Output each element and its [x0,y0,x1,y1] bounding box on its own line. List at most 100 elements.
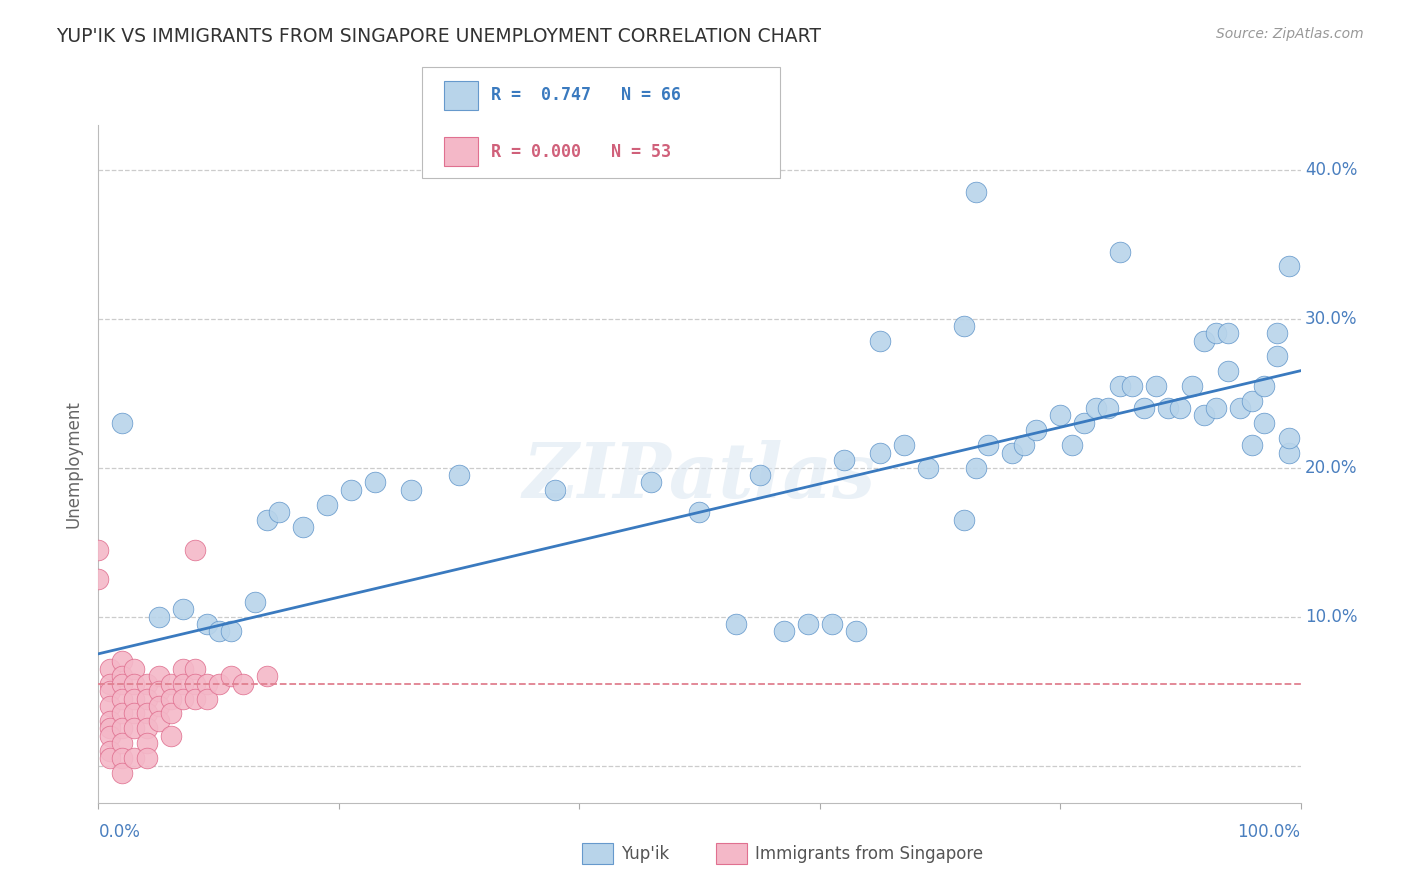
Point [1218,326,1240,341]
Point [208,676,231,690]
Point [1205,326,1227,341]
Point [172,676,194,690]
Point [315,498,337,512]
Point [821,617,844,632]
Point [1218,364,1240,378]
Point [183,662,205,676]
Point [243,595,266,609]
Point [124,751,146,765]
Point [869,445,891,459]
Point [195,691,218,706]
Point [1109,378,1132,392]
Point [183,542,205,557]
Point [100,751,122,765]
Point [1181,378,1204,392]
Point [267,505,290,519]
Point [100,729,122,743]
Point [111,706,134,721]
Point [124,721,146,735]
Text: 100.0%: 100.0% [1237,822,1301,840]
Point [100,714,122,728]
Text: 20.0%: 20.0% [1305,458,1357,476]
Point [256,669,278,683]
Point [1170,401,1192,415]
Point [1012,438,1035,452]
Point [111,669,134,683]
Point [135,751,157,765]
Point [111,751,134,765]
Point [364,475,387,490]
Point [953,513,976,527]
Point [1241,393,1264,408]
Text: Yup'ik: Yup'ik [621,845,669,863]
Point [111,736,134,750]
Point [100,721,122,735]
Point [832,453,855,467]
Point [1205,401,1227,415]
Point [87,542,110,557]
Point [219,624,242,639]
Text: R = 0.000   N = 53: R = 0.000 N = 53 [491,143,671,161]
Point [1157,401,1180,415]
Point [1253,378,1275,392]
Point [1241,438,1264,452]
Point [195,617,218,632]
Point [1277,431,1299,445]
Point [135,706,157,721]
Point [688,505,710,519]
Point [640,475,662,490]
Point [111,654,134,668]
Point [148,684,170,698]
Point [159,676,181,690]
Point [159,706,181,721]
Point [340,483,363,497]
Point [1265,349,1288,363]
Point [291,520,314,534]
Point [159,691,181,706]
Point [183,691,205,706]
Point [1121,378,1143,392]
Text: Immigrants from Singapore: Immigrants from Singapore [755,845,983,863]
Point [208,624,231,639]
Point [100,676,122,690]
Point [111,416,134,430]
Point [148,609,170,624]
Y-axis label: Unemployment: Unemployment [65,400,83,528]
Point [159,729,181,743]
Point [100,698,122,713]
Text: 0.0%: 0.0% [98,822,141,840]
Point [977,438,1000,452]
Point [87,572,110,586]
Point [1049,409,1071,423]
Point [893,438,915,452]
Point [219,669,242,683]
Point [135,721,157,735]
Point [399,483,422,497]
Point [135,676,157,690]
Point [1229,401,1251,415]
Text: 10.0%: 10.0% [1305,607,1357,625]
Text: 30.0%: 30.0% [1305,310,1357,327]
Point [1277,260,1299,274]
Point [172,662,194,676]
Point [100,684,122,698]
Point [845,624,868,639]
Point [796,617,818,632]
Point [1277,445,1299,459]
Point [772,624,794,639]
Point [1109,244,1132,259]
Text: 40.0%: 40.0% [1305,161,1357,178]
Point [124,706,146,721]
Point [917,460,939,475]
Point [172,691,194,706]
Point [124,676,146,690]
Point [869,334,891,348]
Point [124,662,146,676]
Point [1133,401,1156,415]
Point [1062,438,1084,452]
Point [447,468,470,483]
Point [232,676,254,690]
Point [256,513,278,527]
Point [1025,423,1047,437]
Point [1144,378,1167,392]
